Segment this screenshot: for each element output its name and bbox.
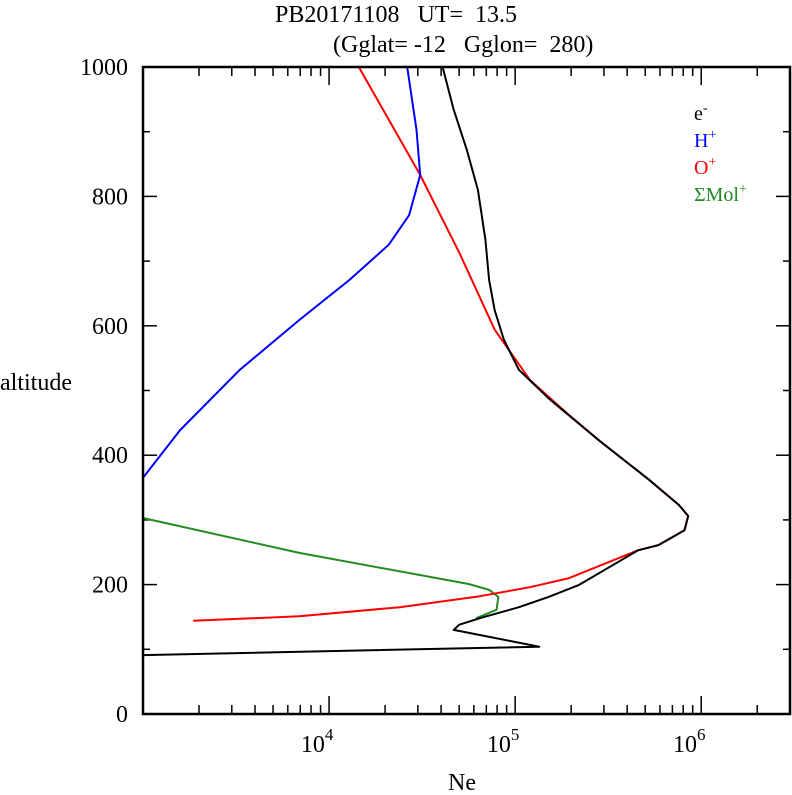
legend-entry: H+ xyxy=(694,128,716,152)
x-tick-label: 104 xyxy=(301,725,334,758)
legend-entry: O+ xyxy=(694,155,716,179)
x-tick-base: 10 xyxy=(487,732,511,758)
axis-ticks xyxy=(142,66,791,715)
legend-superscript: + xyxy=(739,182,747,197)
legend-label: H xyxy=(694,130,708,152)
series-line-mol xyxy=(142,517,500,620)
y-tick-label: 0 xyxy=(116,702,128,728)
plot-frame xyxy=(141,65,792,716)
x-tick-labels: 104 105 106 xyxy=(301,725,706,758)
series-line-e xyxy=(142,66,690,657)
legend-superscript: + xyxy=(708,128,716,143)
legend-entry: e- xyxy=(694,101,708,125)
legend-entry: ΣMol+ xyxy=(694,182,747,206)
y-axis-label: altitude xyxy=(0,370,72,396)
legend-superscript: + xyxy=(708,155,716,170)
x-tick-base: 10 xyxy=(301,732,325,758)
series-line-o xyxy=(193,66,690,622)
chart-subtitle: (Gglat= -12 Gglon= 280) xyxy=(333,32,593,58)
series-line-h xyxy=(142,66,422,479)
legend: e-H+O+ΣMol+ xyxy=(694,101,747,206)
y-tick-label: 1000 xyxy=(80,55,128,81)
x-tick-label: 106 xyxy=(673,725,706,758)
x-tick-exponent: 4 xyxy=(325,725,334,744)
x-tick-base: 10 xyxy=(673,732,697,758)
x-tick-exponent: 6 xyxy=(697,725,706,744)
x-axis-label: Ne xyxy=(448,770,476,795)
y-tick-label: 600 xyxy=(92,314,128,340)
legend-label: e xyxy=(694,103,703,125)
x-tick-label: 105 xyxy=(487,725,520,758)
legend-label: ΣMol xyxy=(694,184,739,206)
series-layer xyxy=(142,66,690,657)
y-tick-labels: 0 200 400 600 800 1000 xyxy=(80,55,128,728)
y-tick-label: 400 xyxy=(92,443,128,469)
legend-label: O xyxy=(694,157,708,179)
y-tick-label: 800 xyxy=(92,184,128,210)
x-tick-exponent: 5 xyxy=(511,725,520,744)
y-tick-label: 200 xyxy=(92,573,128,599)
chart-title: PB20171108 UT= 13.5 xyxy=(275,2,517,28)
legend-superscript: - xyxy=(703,101,708,116)
